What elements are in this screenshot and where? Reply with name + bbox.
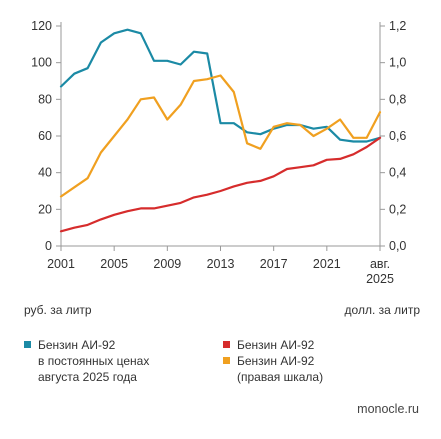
legend-swatch-orange: [223, 357, 230, 364]
right-tick-label: 1,2: [389, 19, 406, 33]
series-line-orange: [59, 74, 382, 198]
legend-label-constant-prices: Бензин АИ-92 в постоянных ценах августа …: [38, 338, 150, 384]
chart: 0 20 40 60 80 100 120 0,0 0,2 0,4 0,6 0,8 1,0 1,2 2001…: [31, 19, 406, 286]
right-axis-unit: долл. за литр: [344, 303, 420, 317]
x-tick-label: 2013: [207, 257, 235, 271]
legend-item-constant-prices: Бензин АИ-92 в постоянных ценах августа …: [24, 337, 188, 385]
left-tick-label: 0: [45, 239, 52, 253]
left-tick-label: 100: [31, 56, 52, 70]
source-label: monocle.ru: [357, 402, 419, 416]
right-tick-label: 0,8: [389, 92, 406, 106]
x-tick-label: 2005: [100, 257, 128, 271]
right-tick-label: 0,2: [389, 202, 406, 216]
x-tick-label: 2009: [153, 257, 181, 271]
x-tick-label: 2017: [260, 257, 288, 271]
legend-item-rub: Бензин АИ-92: [223, 337, 387, 353]
right-tick-label: 1,0: [389, 56, 406, 70]
legend-swatch-red: [223, 341, 230, 348]
left-tick-label: 20: [38, 202, 52, 216]
legend-swatch-teal: [24, 341, 31, 348]
left-tick-label: 80: [38, 92, 52, 106]
x-tick-label: 2021: [313, 257, 341, 271]
x-tick-label: 2001: [47, 257, 75, 271]
right-tick-label: 0,6: [389, 129, 406, 143]
legend-label-usd: Бензин АИ-92 (правая шкала): [237, 354, 324, 384]
right-tick-label: 0,0: [389, 239, 406, 253]
right-tick-label: 0,4: [389, 166, 406, 180]
x-tick-label: авг. 2025: [366, 257, 394, 286]
left-tick-label: 40: [38, 166, 52, 180]
series-line-teal: [59, 28, 382, 143]
legend-label-rub: Бензин АИ-92: [237, 338, 315, 352]
left-tick-label: 120: [31, 19, 52, 33]
legend-item-usd: Бензин АИ-92 (правая шкала): [223, 353, 387, 385]
left-tick-label: 60: [38, 129, 52, 143]
series-line-red: [59, 136, 382, 233]
left-axis-unit: руб. за литр: [24, 303, 92, 317]
